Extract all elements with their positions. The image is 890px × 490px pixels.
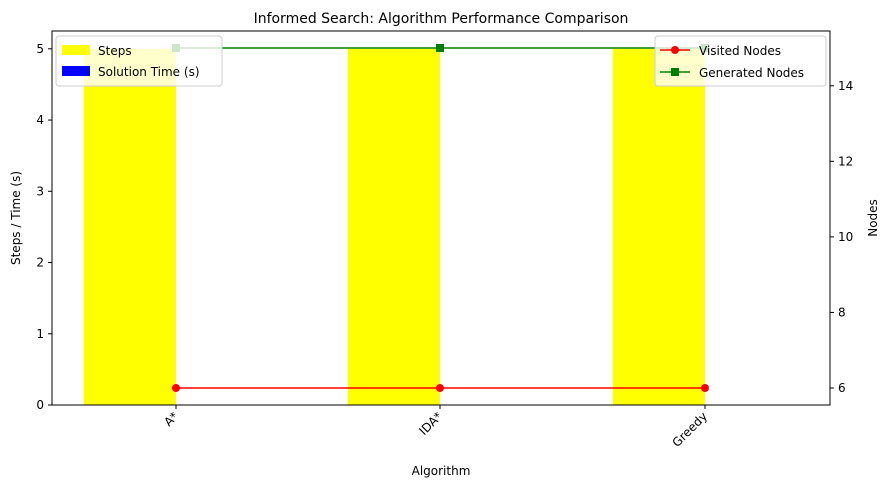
legend-label-generated: Generated Nodes xyxy=(699,66,804,80)
marker-generated-nodes-ida xyxy=(436,44,444,52)
marker-visited-nodes-ida xyxy=(436,384,444,392)
legend-lines-frame xyxy=(654,35,827,87)
y-axis-right-label: Nodes xyxy=(866,199,880,237)
legend-bars: Steps Solution Time (s) xyxy=(55,35,223,87)
y-tick-label-0: 0 xyxy=(36,398,44,412)
y-right-tick-label-8: 8 xyxy=(838,305,846,319)
y-tick-label-3: 3 xyxy=(36,184,44,198)
legend-label-visited: Visited Nodes xyxy=(699,44,781,58)
y-right-tick-label-6: 6 xyxy=(838,381,846,395)
legend-label-steps: Steps xyxy=(98,44,132,58)
y-right-tick-label-10: 10 xyxy=(838,230,853,244)
y-axis-right-ticks: 6 8 10 12 14 xyxy=(830,79,853,395)
bar-steps-greedy xyxy=(613,48,705,406)
x-axis-ticks: A* IDA* Greedy xyxy=(161,405,710,450)
marker-visited-nodes-a xyxy=(172,384,180,392)
legend-swatch-solution-time xyxy=(62,66,90,76)
y-tick-label-1: 1 xyxy=(36,327,44,341)
bars-layer xyxy=(84,48,705,406)
plot-frame xyxy=(51,30,831,406)
bar-steps-a xyxy=(84,48,176,406)
legend-bars-frame xyxy=(55,35,223,87)
x-tick-label-a: A* xyxy=(161,409,181,429)
y-tick-label-5: 5 xyxy=(36,42,44,56)
y-tick-label-2: 2 xyxy=(36,256,44,270)
bar-steps-ida xyxy=(348,48,440,406)
legend-lines: Visited Nodes Generated Nodes xyxy=(654,35,827,87)
legend-label-solution-time: Solution Time (s) xyxy=(98,65,200,79)
y-axis-label: Steps / Time (s) xyxy=(9,171,23,265)
lines-layer xyxy=(172,44,709,392)
x-tick-label-greedy: Greedy xyxy=(669,409,710,450)
legend-marker-generated xyxy=(671,68,679,76)
legend-marker-visited xyxy=(671,46,679,54)
y-tick-label-4: 4 xyxy=(36,113,44,127)
y-right-tick-label-14: 14 xyxy=(838,79,853,93)
y-axis-ticks: 0 1 2 3 4 5 xyxy=(36,42,52,412)
y-right-tick-label-12: 12 xyxy=(838,154,853,168)
marker-visited-nodes-greedy xyxy=(701,384,709,392)
chart-title: Informed Search: Algorithm Performance C… xyxy=(254,11,629,27)
legend-swatch-steps xyxy=(62,45,90,55)
x-tick-label-ida: IDA* xyxy=(416,409,445,438)
x-axis-label: Algorithm xyxy=(412,464,471,478)
